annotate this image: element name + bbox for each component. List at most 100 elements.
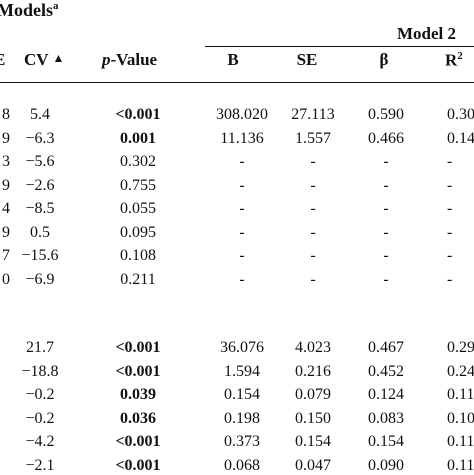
cell-beta: 0.124 [368,386,404,403]
title-footnote-marker: a [53,0,59,12]
cell-beta: 0.090 [368,456,404,474]
cell-r2: 0.303 [447,106,474,123]
cell-se: - [310,223,316,241]
cell-r2: 0.299 [447,339,474,356]
cell-p-value: 0.055 [120,200,156,217]
cell-lead: 3 [2,153,10,170]
cell-r2: - [447,200,453,217]
cell-lead: 7 [2,247,10,264]
cell-cv: −0.2 [25,386,55,403]
cell-b: - [239,270,245,288]
column-header-cv: CV ▲ [24,50,65,69]
cell-beta: 0.452 [368,362,404,380]
cell-r2: 0.109 [447,409,474,427]
column-header-r2: R2 [445,50,463,70]
cell-p-value: 0.211 [120,270,156,288]
cell-cv: −2.1 [25,456,55,474]
cell-lead: 4 [2,200,10,217]
cell-se: 0.154 [295,433,331,450]
cell-se: - [310,176,316,194]
cell-lead: 8 [2,106,10,123]
cell-b: - [239,176,245,194]
cell-b: - [239,223,245,241]
table-title: Modelsa [0,0,59,21]
cell-beta: - [383,270,389,288]
cell-b: 0.068 [224,456,260,474]
column-header-p-value: p-Value [102,50,158,69]
table-title-text: Models [0,0,53,20]
cell-b: 0.154 [224,386,260,403]
cv-marker-icon: ▲ [52,51,65,65]
column-header-beta: β [379,50,389,69]
cell-se: 1.557 [295,129,331,147]
cell-beta: 0.590 [368,106,404,123]
cell-b: 308.020 [216,106,268,123]
cell-b: - [239,200,245,217]
cell-p-value: 0.755 [120,176,156,194]
cell-p-value: <0.001 [115,433,161,450]
cell-se: 0.216 [295,362,331,380]
cell-p-value: <0.001 [115,339,161,356]
model-2-group-header: Model 2 [397,24,456,44]
header-rule [0,82,474,83]
cell-cv: −15.6 [21,247,59,264]
cell-b: 1.594 [224,362,260,380]
cell-cv: −4.2 [25,433,55,450]
cell-r2: 0.116 [447,386,474,403]
cell-se: - [310,270,316,288]
cell-lead: 0 [2,270,10,288]
cell-p-value: <0.001 [115,106,161,123]
cell-p-value: 0.108 [120,247,156,264]
cell-beta: 0.467 [368,339,404,356]
cell-se: 0.079 [295,386,331,403]
cell-se: 27.113 [291,106,335,123]
cell-cv: 0.5 [30,223,50,241]
cell-se: 0.047 [295,456,331,474]
column-header-se: SE [296,50,318,69]
cell-b: 0.198 [224,409,260,427]
model-2-rule [205,46,474,47]
cell-cv: −18.8 [21,362,59,380]
cell-cv: −2.6 [25,176,55,194]
cell-beta: - [383,200,389,217]
model-2-label: Model 2 [397,24,457,43]
cell-se: 4.023 [295,339,331,356]
cell-p-value: 0.001 [120,129,156,147]
cell-se: - [310,247,316,264]
cell-beta: - [383,176,389,194]
cell-lead: 9 [2,129,10,147]
cell-r2: - [447,176,453,194]
cell-se: - [310,200,316,217]
cell-lead: 9 [2,223,10,241]
cell-beta: - [383,153,389,170]
cell-p-value: 0.302 [120,153,156,170]
cell-r2: 0.116 [447,456,474,474]
column-header-b: B [227,50,239,69]
cell-cv: −6.9 [25,270,55,288]
cell-se: - [310,153,316,170]
cell-p-value: <0.001 [115,362,161,380]
cell-cv: 21.7 [26,339,54,356]
cell-p-value: 0.039 [120,386,156,403]
cell-r2: - [447,270,453,288]
cell-b: - [239,247,245,264]
cell-cv: −5.6 [25,153,55,170]
cell-beta: - [383,223,389,241]
cell-r2: - [447,153,453,170]
cell-beta: 0.466 [368,129,404,147]
cell-p-value: 0.036 [120,409,156,427]
cell-cv: −0.2 [25,409,55,427]
cell-se: 0.150 [295,409,331,427]
cell-cv: −8.5 [25,200,55,217]
column-header-e: E [0,50,5,70]
cell-r2: 0.112 [447,433,474,450]
cell-r2: 0.242 [447,362,474,380]
cell-b: 0.373 [224,433,260,450]
cell-p-value: 0.095 [120,223,156,241]
cell-p-value: <0.001 [115,456,161,474]
cell-b: 11.136 [220,129,264,147]
cell-beta: 0.154 [368,433,404,450]
cell-b: 36.076 [220,339,264,356]
cell-cv: −6.3 [25,129,55,147]
cell-r2: - [447,223,453,241]
